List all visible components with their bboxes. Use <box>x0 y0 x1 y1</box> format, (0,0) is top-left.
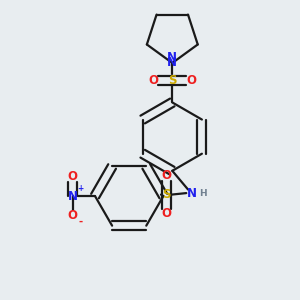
Text: O: O <box>148 74 158 87</box>
Text: O: O <box>187 74 196 87</box>
Text: -: - <box>78 217 82 227</box>
Text: S: S <box>168 74 176 87</box>
Text: S: S <box>162 188 171 201</box>
Text: H: H <box>199 189 207 198</box>
Text: O: O <box>161 169 171 182</box>
Text: O: O <box>68 209 78 222</box>
Text: N: N <box>187 187 196 200</box>
Text: N: N <box>167 56 177 70</box>
Text: N: N <box>68 190 78 202</box>
Text: O: O <box>68 170 78 183</box>
Text: +: + <box>77 184 83 193</box>
Text: O: O <box>161 207 171 220</box>
Text: N: N <box>167 51 177 64</box>
